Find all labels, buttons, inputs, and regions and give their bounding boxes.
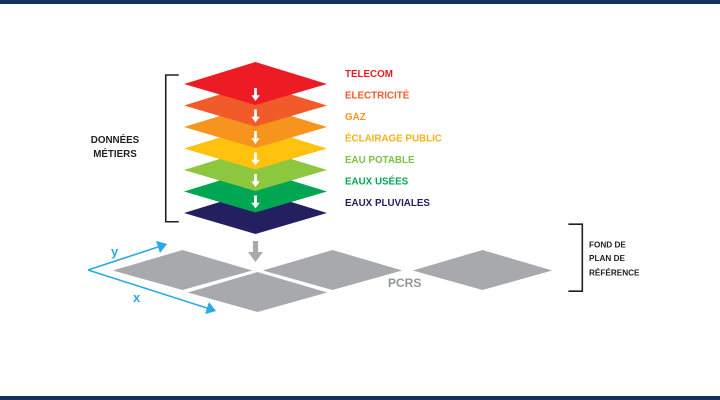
svg-text:MÉTIERS: MÉTIERS <box>93 148 137 160</box>
svg-text:PLAN DE: PLAN DE <box>589 254 625 263</box>
svg-text:FOND DE: FOND DE <box>589 241 626 250</box>
svg-text:PCRS: PCRS <box>388 276 421 290</box>
svg-text:y: y <box>111 244 119 259</box>
svg-text:GAZ: GAZ <box>345 112 366 123</box>
svg-text:EAUX PLUVIALES: EAUX PLUVIALES <box>345 198 430 209</box>
svg-text:x: x <box>133 290 141 305</box>
svg-text:DONNÉES: DONNÉES <box>91 134 140 146</box>
svg-text:EAU POTABLE: EAU POTABLE <box>345 155 415 166</box>
svg-text:ELECTRICITÉ: ELECTRICITÉ <box>345 90 410 102</box>
svg-text:ÉCLAIRAGE PUBLIC: ÉCLAIRAGE PUBLIC <box>345 133 442 145</box>
svg-text:RÉFÉRENCE: RÉFÉRENCE <box>589 268 640 278</box>
svg-text:TELECOM: TELECOM <box>345 69 393 80</box>
svg-text:EAUX USÉES: EAUX USÉES <box>345 176 409 188</box>
